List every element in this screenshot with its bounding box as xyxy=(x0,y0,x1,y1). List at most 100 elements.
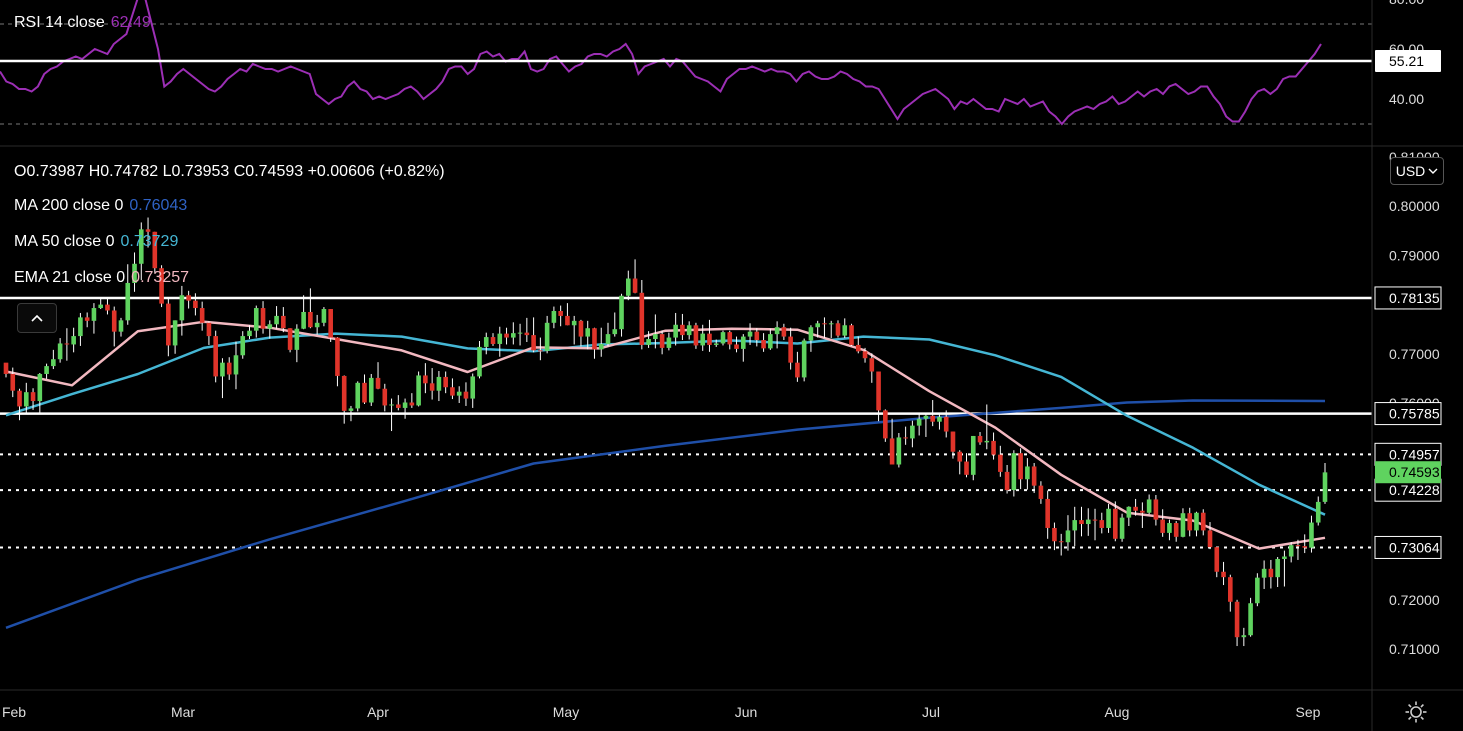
candle xyxy=(910,420,915,448)
price-tick-label: 0.71000 xyxy=(1389,641,1440,657)
candle xyxy=(653,314,658,349)
candle-body xyxy=(835,323,841,336)
candle xyxy=(558,305,563,327)
ma200-legend: MA 200 close 0 0.76043 xyxy=(14,197,187,215)
candle-body xyxy=(1065,530,1071,543)
candle xyxy=(125,264,131,325)
candle xyxy=(78,312,83,346)
candle xyxy=(1153,495,1159,526)
candle-body xyxy=(659,334,665,348)
candle xyxy=(1261,560,1267,589)
candle xyxy=(625,270,631,301)
candle xyxy=(186,290,191,309)
candle xyxy=(511,322,516,345)
level-badge-label: 0.74957 xyxy=(1389,446,1440,462)
candle-body xyxy=(382,388,388,406)
candle-body xyxy=(105,304,110,311)
candle-body xyxy=(389,404,394,406)
time-tick-label: May xyxy=(553,704,579,720)
candle-body xyxy=(1302,546,1308,548)
candle-body xyxy=(213,336,218,377)
candle-body xyxy=(456,391,462,396)
candle-body xyxy=(1058,541,1064,543)
candle-body xyxy=(720,332,726,344)
candle-body xyxy=(1031,466,1037,486)
candle-body xyxy=(517,332,523,334)
collapse-legend-button[interactable] xyxy=(17,303,57,333)
candle-body xyxy=(937,416,942,422)
price-pane xyxy=(0,217,1372,647)
candle-body xyxy=(538,350,543,352)
candle xyxy=(632,259,638,294)
settings-gear-icon[interactable] xyxy=(1404,700,1428,724)
candle-body xyxy=(1173,523,1179,537)
candle xyxy=(436,371,442,402)
candle xyxy=(943,410,949,438)
candle-body xyxy=(1133,506,1138,511)
candle-body xyxy=(253,308,259,331)
candle-body xyxy=(78,317,83,337)
candle xyxy=(1309,515,1314,553)
candle-body xyxy=(504,333,509,338)
candle xyxy=(747,323,753,345)
candle-body xyxy=(111,310,117,332)
candle-body xyxy=(247,330,252,337)
candle xyxy=(1058,533,1064,556)
candle xyxy=(1031,463,1037,494)
candle-body xyxy=(321,309,327,323)
candle xyxy=(23,382,29,413)
candle xyxy=(693,322,699,349)
candle-body xyxy=(774,327,780,335)
candle-body xyxy=(876,371,881,411)
candle xyxy=(159,265,164,308)
candle xyxy=(247,325,252,340)
candle xyxy=(1221,561,1226,586)
candle xyxy=(409,393,415,408)
candle-body xyxy=(1255,577,1260,604)
candle-body xyxy=(565,315,570,326)
time-tick-label: Aug xyxy=(1105,704,1130,720)
candle-body xyxy=(1011,453,1017,491)
ema21-legend-label: EMA 21 close 0 xyxy=(14,269,126,286)
currency-button-label: USD xyxy=(1395,163,1426,179)
rsi-tick-label: 40.00 xyxy=(1389,91,1424,107)
candle xyxy=(132,252,137,292)
candle xyxy=(984,404,990,450)
candle-body xyxy=(1085,519,1091,525)
candle xyxy=(456,386,462,403)
candle xyxy=(1004,464,1010,494)
candle-body xyxy=(903,437,908,439)
candle-body xyxy=(98,304,103,309)
candle-body xyxy=(402,402,408,408)
candle xyxy=(808,325,814,352)
candle-body xyxy=(1180,513,1186,537)
candle xyxy=(619,293,624,337)
candle-body xyxy=(923,415,929,419)
candle-body xyxy=(159,268,164,304)
candle-body xyxy=(883,410,888,439)
candle-body xyxy=(740,336,746,349)
candle-body xyxy=(1052,527,1057,542)
candle-body xyxy=(991,440,996,455)
candle xyxy=(240,331,246,359)
candle-body xyxy=(23,392,29,407)
candle-body xyxy=(1146,499,1152,513)
candle xyxy=(443,371,448,394)
currency-button[interactable]: USD xyxy=(1390,157,1444,185)
candle xyxy=(1119,513,1125,542)
candle xyxy=(869,353,875,383)
candle-body xyxy=(1282,556,1287,559)
candle xyxy=(876,371,881,422)
candle-body xyxy=(409,402,415,406)
candle xyxy=(964,453,969,478)
candle-body xyxy=(1194,512,1199,531)
candle-body xyxy=(51,359,56,367)
candle xyxy=(483,332,489,355)
time-tick-label: Jul xyxy=(922,704,940,720)
candle xyxy=(740,334,746,362)
candle xyxy=(524,317,530,342)
rsi-legend-value: 62.49 xyxy=(110,14,151,31)
candle xyxy=(923,414,929,437)
candle xyxy=(504,327,509,345)
candle-body xyxy=(673,324,678,338)
